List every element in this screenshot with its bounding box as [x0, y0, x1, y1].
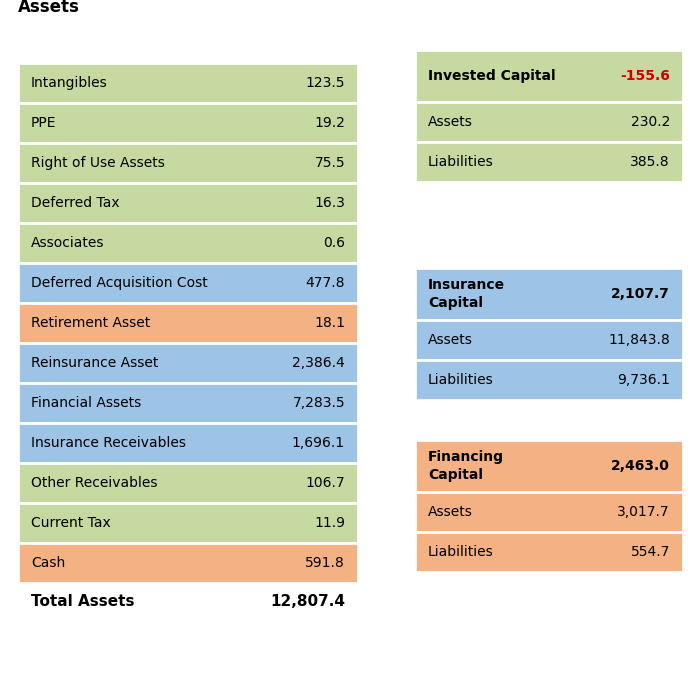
Bar: [415, 268, 683, 320]
Text: 591.8: 591.8: [305, 556, 345, 570]
Bar: [18, 463, 358, 503]
Text: 9,736.1: 9,736.1: [617, 373, 670, 387]
Bar: [415, 50, 683, 102]
Text: Intangibles: Intangibles: [31, 76, 107, 90]
Text: Insurance: Insurance: [428, 278, 505, 292]
Text: 385.8: 385.8: [630, 155, 670, 169]
Text: 2,463.0: 2,463.0: [611, 459, 670, 473]
Text: Deferred Tax: Deferred Tax: [31, 196, 119, 210]
Bar: [18, 103, 358, 143]
Bar: [18, 303, 358, 343]
Text: 1,696.1: 1,696.1: [292, 436, 345, 450]
Text: 18.1: 18.1: [314, 316, 345, 330]
Text: 3,017.7: 3,017.7: [617, 505, 670, 519]
Text: Associates: Associates: [31, 236, 105, 250]
Text: Capital: Capital: [428, 296, 483, 310]
Text: 75.5: 75.5: [314, 156, 345, 170]
Text: 19.2: 19.2: [314, 116, 345, 130]
Text: Retirement Asset: Retirement Asset: [31, 316, 150, 330]
Bar: [415, 492, 683, 532]
Text: 123.5: 123.5: [306, 76, 345, 90]
Bar: [415, 360, 683, 400]
Text: 16.3: 16.3: [314, 196, 345, 210]
Text: 2,386.4: 2,386.4: [292, 356, 345, 370]
Text: Other Receivables: Other Receivables: [31, 476, 158, 490]
Text: Invested Capital: Invested Capital: [428, 69, 556, 83]
Bar: [18, 223, 358, 263]
Text: 7,283.5: 7,283.5: [292, 396, 345, 410]
Text: Financing: Financing: [428, 450, 504, 464]
Bar: [18, 263, 358, 303]
Text: 12,807.4: 12,807.4: [270, 594, 345, 608]
Text: -155.6: -155.6: [620, 69, 670, 83]
Bar: [415, 320, 683, 360]
Text: Right of Use Assets: Right of Use Assets: [31, 156, 165, 170]
Text: Liabilities: Liabilities: [428, 373, 493, 387]
Text: Assets: Assets: [428, 115, 473, 129]
Bar: [18, 143, 358, 183]
Bar: [415, 102, 683, 142]
Bar: [18, 343, 358, 383]
Text: Liabilities: Liabilities: [428, 155, 493, 169]
Bar: [18, 543, 358, 583]
Text: Cash: Cash: [31, 556, 65, 570]
Text: Deferred Acquisition Cost: Deferred Acquisition Cost: [31, 276, 208, 290]
Text: Reinsurance Asset: Reinsurance Asset: [31, 356, 158, 370]
Text: 0.6: 0.6: [323, 236, 345, 250]
Text: 2,107.7: 2,107.7: [611, 287, 670, 301]
Text: Assets: Assets: [428, 333, 473, 347]
Bar: [415, 532, 683, 572]
Text: Insurance Receivables: Insurance Receivables: [31, 436, 186, 450]
Text: 106.7: 106.7: [306, 476, 345, 490]
Bar: [18, 63, 358, 103]
Bar: [18, 503, 358, 543]
Text: 11,843.8: 11,843.8: [608, 333, 670, 347]
Text: Total Assets: Total Assets: [31, 594, 135, 608]
Text: 230.2: 230.2: [630, 115, 670, 129]
Text: 554.7: 554.7: [630, 545, 670, 559]
Text: Liabilities: Liabilities: [428, 545, 493, 559]
Bar: [18, 383, 358, 423]
Text: Assets: Assets: [428, 505, 473, 519]
Bar: [415, 142, 683, 182]
Text: 11.9: 11.9: [314, 516, 345, 530]
Text: Current Tax: Current Tax: [31, 516, 111, 530]
Text: Capital: Capital: [428, 468, 483, 482]
Bar: [415, 440, 683, 492]
Bar: [18, 183, 358, 223]
Text: PPE: PPE: [31, 116, 57, 130]
Text: Assets: Assets: [18, 0, 80, 16]
Text: 477.8: 477.8: [306, 276, 345, 290]
Bar: [18, 423, 358, 463]
Text: Financial Assets: Financial Assets: [31, 396, 141, 410]
